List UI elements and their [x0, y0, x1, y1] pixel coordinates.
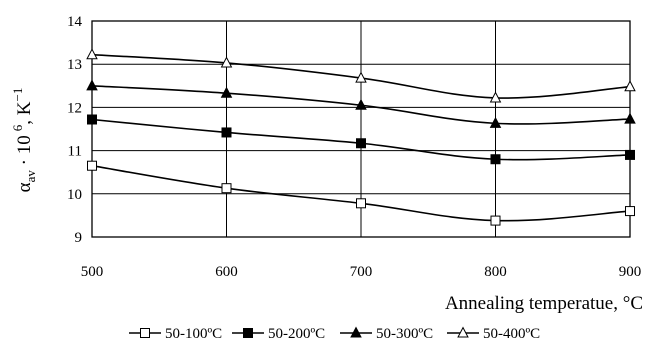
data-point-series-2 — [87, 114, 97, 125]
legend-label: 50-200ºC — [268, 326, 325, 342]
data-point-series-1 — [221, 183, 232, 194]
x-tick-label: 700 — [350, 264, 373, 280]
markers — [86, 48, 636, 226]
data-point-series-4 — [220, 56, 233, 68]
legend-label: 50-400ºC — [483, 326, 540, 342]
plot-frame — [91, 20, 631, 238]
data-point-series-4 — [489, 91, 502, 103]
y-axis-label: αav · 106, K−1 — [10, 88, 38, 193]
y-tick-labels: 9 10 11 12 13 14 — [67, 14, 83, 246]
data-point-series-2 — [221, 127, 232, 138]
x-tick-labels: 500 600 700 800 900 — [81, 264, 642, 280]
legend-marker — [457, 326, 469, 338]
data-point-series-4 — [355, 71, 367, 83]
legend-label: 50-100ºC — [165, 326, 222, 342]
y-tick-label: 13 — [67, 57, 82, 73]
y-tick-label: 10 — [67, 187, 82, 203]
data-point-series-1 — [356, 198, 366, 209]
data-point-series-1 — [490, 215, 501, 226]
data-point-series-2 — [356, 138, 366, 149]
data-point-series-3 — [489, 116, 502, 128]
data-point-series-4 — [624, 80, 636, 92]
legend-label: 50-300ºC — [376, 326, 433, 342]
x-tick-label: 900 — [619, 264, 642, 280]
data-point-series-1 — [625, 206, 635, 217]
grid — [91, 20, 631, 238]
legend-marker — [350, 326, 362, 338]
legend-marker — [243, 328, 253, 338]
data-point-series-2 — [625, 149, 635, 160]
legend: 50-100ºC 50-200ºC 50-300ºC 50-400ºC — [129, 326, 540, 342]
data-point-series-1 — [87, 160, 97, 171]
y-tick-label: 9 — [75, 230, 83, 246]
data-point-series-2 — [490, 154, 501, 165]
x-tick-label: 800 — [484, 264, 507, 280]
x-tick-label: 600 — [215, 264, 238, 280]
data-point-series-3 — [220, 86, 233, 98]
y-tick-label: 14 — [67, 14, 83, 30]
y-tick-label: 11 — [68, 144, 82, 160]
data-point-series-3 — [355, 98, 367, 110]
x-tick-label: 500 — [81, 264, 104, 280]
y-tick-label: 12 — [67, 100, 82, 116]
data-point-series-3 — [86, 79, 98, 91]
data-point-series-3 — [624, 112, 636, 124]
data-point-series-4 — [86, 48, 98, 60]
legend-marker — [140, 328, 150, 338]
x-axis-label: Annealing temperatue, °C — [445, 293, 643, 314]
